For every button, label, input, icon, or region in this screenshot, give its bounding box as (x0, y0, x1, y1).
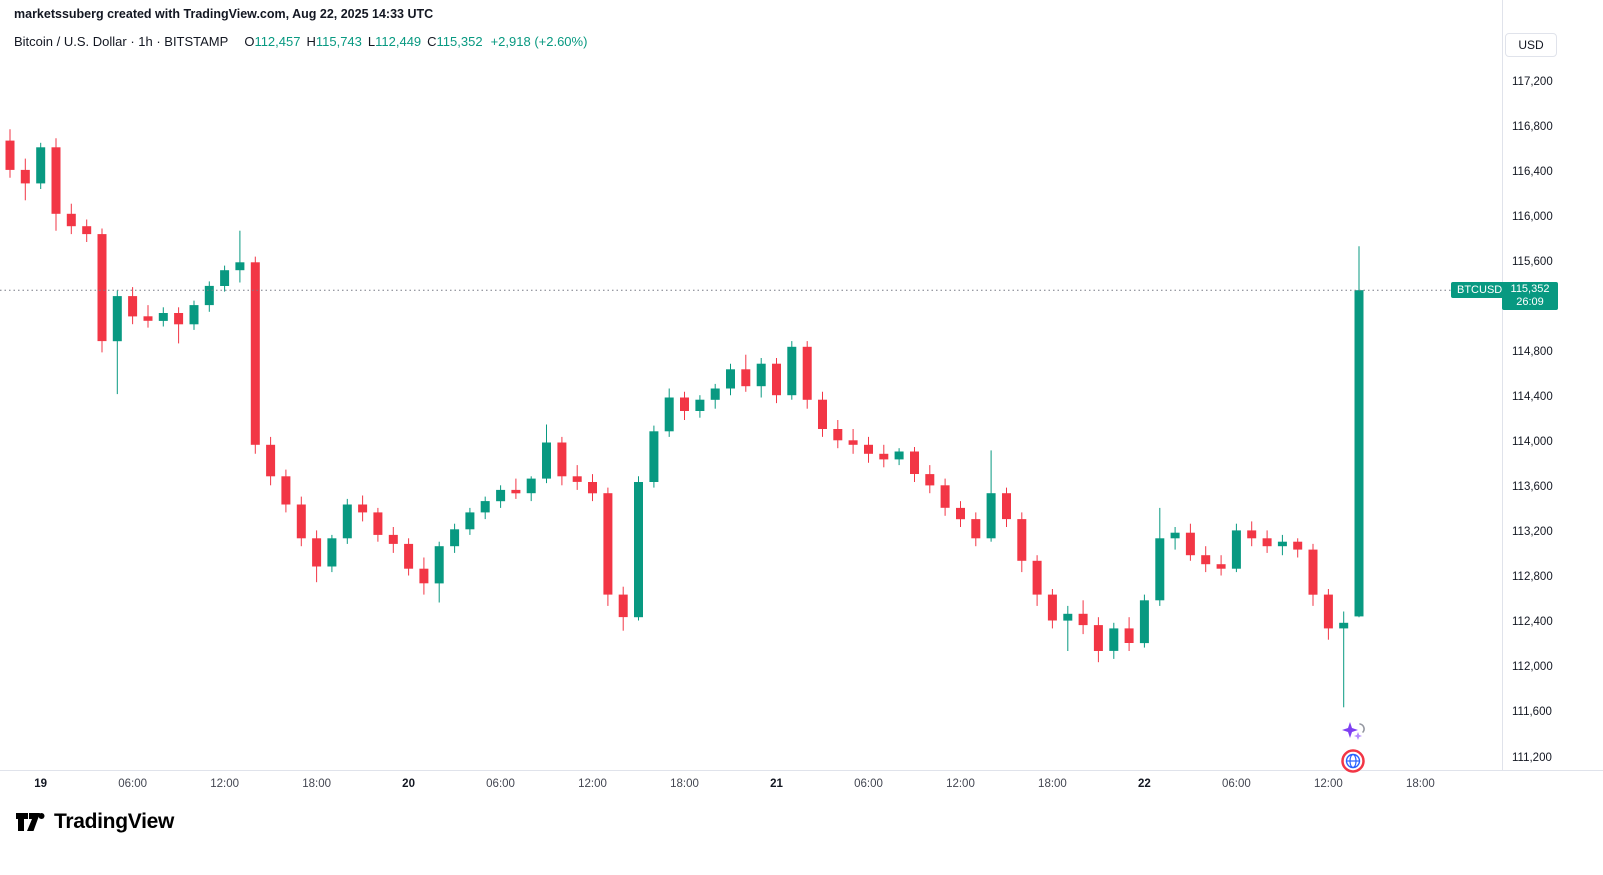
tradingview-logo-text[interactable]: TradingView (54, 810, 175, 833)
open-label: O (244, 34, 255, 49)
time-scale[interactable]: 19 06:00 12:00 18:00 20 06:00 12:00 18:00 21 06:0… (0, 770, 1603, 799)
price-tick-label: 114,000 (1512, 436, 1553, 449)
low-label: L (367, 34, 376, 49)
symbol-title[interactable]: Bitcoin / U.S. Dollar · 1h · BITSTAMP (14, 34, 229, 49)
price-tick-label: 113,200 (1512, 526, 1553, 539)
bar-countdown: 26:09 (1516, 296, 1544, 309)
price-tick-label: 116,400 (1512, 165, 1553, 178)
price-scale[interactable]: 117,200 116,800 116,400 116,000 115,600 114,8… (1502, 0, 1603, 770)
open-value: 112,457 (254, 34, 301, 49)
time-tick-hour-label: 18:00 (302, 778, 331, 790)
price-tick-label: 111,200 (1512, 751, 1552, 764)
candlestick-chart[interactable] (0, 0, 1603, 798)
time-tick-hour-label: 12:00 (578, 778, 607, 790)
time-tick-hour-label: 18:00 (670, 778, 699, 790)
chart-stickers[interactable] (1338, 720, 1368, 773)
time-tick-hour-label: 06:00 (118, 778, 148, 790)
symbol-legend[interactable]: Bitcoin / U.S. Dollar · 1h · BITSTAMP O11… (14, 34, 587, 49)
high-value: 115,743 (315, 34, 362, 49)
price-tick-label: 113,600 (1512, 481, 1553, 494)
price-tick-label: 116,800 (1512, 120, 1553, 133)
high-label: H (306, 34, 316, 49)
price-tick-label: 114,800 (1512, 345, 1553, 358)
sparkle-icon[interactable] (1340, 720, 1366, 746)
tradingview-logo-icon[interactable] (16, 813, 46, 831)
time-tick-hour-label: 18:00 (1038, 778, 1067, 790)
time-tick-hour-label: 06:00 (486, 778, 515, 790)
time-tick-day-label: 21 (770, 778, 783, 790)
price-tick-label: 112,000 (1512, 661, 1553, 674)
change-value: +2,918 (+2.60%) (490, 34, 588, 49)
footer: TradingView (16, 810, 174, 834)
time-tick-day-label: 19 (34, 778, 48, 790)
price-tick-label: 112,800 (1512, 571, 1553, 584)
low-value: 112,449 (375, 34, 422, 49)
close-value: 115,352 (436, 34, 483, 49)
price-tick-label: 116,000 (1512, 210, 1553, 223)
price-tick-label: 111,600 (1512, 706, 1552, 719)
last-price-badge: 115,352 26:09 (1502, 282, 1558, 311)
currency-unit-button[interactable]: USD (1505, 33, 1557, 57)
time-tick-hour-label: 12:00 (210, 778, 239, 790)
attribution-text: marketssuberg created with TradingView.c… (14, 7, 434, 21)
time-tick-hour-label: 06:00 (1222, 778, 1251, 790)
price-line-symbol-label: BTCUSD (1451, 282, 1509, 299)
time-tick-hour-label: 06:00 (854, 778, 883, 790)
price-tick-label: 112,400 (1512, 616, 1553, 629)
close-label: C (427, 34, 437, 49)
time-tick-day-label: 22 (1138, 778, 1151, 790)
price-tick-label: 115,600 (1512, 255, 1553, 268)
globe-sticker-icon[interactable] (1341, 749, 1365, 773)
time-tick-hour-label: 18:00 (1405, 778, 1435, 790)
ohlc-values: O112,457 H115,743 L112,449 C115,352 +2,918 (… (238, 34, 587, 49)
time-tick-hour-label: 12:00 (1313, 778, 1343, 790)
time-tick-hour-label: 12:00 (946, 778, 975, 790)
price-tick-label: 114,400 (1512, 390, 1553, 403)
price-tick-label: 117,200 (1512, 75, 1553, 88)
last-price-value: 115,352 (1510, 283, 1550, 296)
time-tick-day-label: 20 (402, 778, 415, 790)
